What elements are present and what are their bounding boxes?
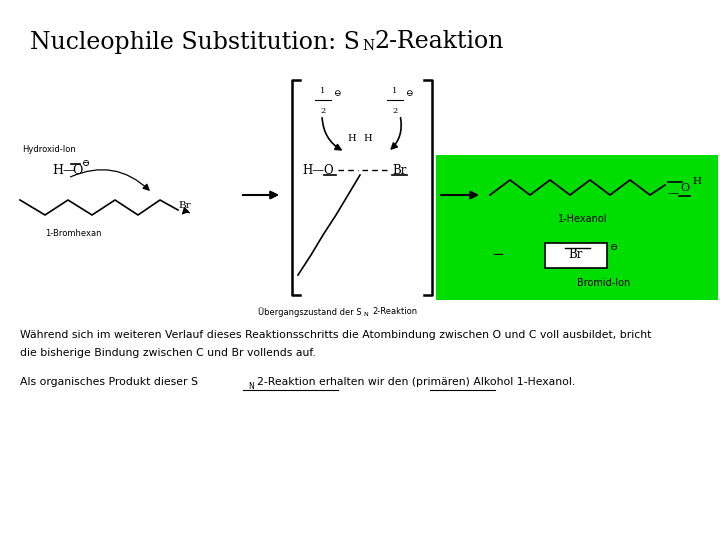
Text: N: N [362, 39, 374, 53]
Text: H: H [364, 134, 372, 143]
Text: Nucleophile Substitution: S: Nucleophile Substitution: S [30, 30, 360, 53]
Bar [436, 155, 718, 300]
Text: Br: Br [178, 200, 191, 210]
Text: ⊖: ⊖ [82, 159, 90, 167]
Text: Während sich im weiteren Verlauf dieses Reaktionsschritts die Atombindung zwisch: Während sich im weiteren Verlauf dieses … [20, 330, 652, 340]
Text: 2: 2 [392, 107, 397, 115]
Text: —: — [668, 188, 679, 198]
Text: 2-Reaktion erhalten wir den (primären) Alkohol 1-Hexanol.: 2-Reaktion erhalten wir den (primären) A… [257, 377, 575, 387]
Text: Übergangszustand der S: Übergangszustand der S [258, 307, 362, 317]
Text: 1: 1 [320, 87, 325, 95]
Text: Hydroxid-Ion: Hydroxid-Ion [22, 145, 76, 154]
Text: die bisherige Bindung zwischen C und Br vollends auf.: die bisherige Bindung zwischen C und Br … [20, 348, 316, 358]
Text: −: − [492, 248, 505, 262]
Text: ⊖: ⊖ [405, 89, 413, 98]
Text: ⊖: ⊖ [333, 89, 341, 98]
Bar [545, 243, 607, 268]
Text: 2-Reaktion: 2-Reaktion [374, 30, 503, 53]
Text: 2: 2 [320, 107, 325, 115]
Text: 2-Reaktion: 2-Reaktion [372, 307, 417, 316]
Text: H—O: H—O [302, 164, 333, 177]
Text: ⊖: ⊖ [610, 242, 618, 252]
Text: 1: 1 [392, 87, 397, 95]
Text: H: H [692, 178, 701, 186]
Text: H—: H— [52, 164, 76, 177]
Text: O: O [680, 183, 689, 193]
Text: Bromid-Ion: Bromid-Ion [577, 278, 630, 288]
Text: 1-Bromhexan: 1-Bromhexan [45, 228, 102, 238]
Text: H: H [348, 134, 356, 143]
Text: N: N [248, 382, 253, 391]
Text: Br: Br [569, 248, 583, 261]
Text: N: N [363, 312, 368, 317]
Text: 1-Hexanol: 1-Hexanol [558, 214, 608, 224]
Text: O: O [72, 164, 82, 177]
Text: Als organisches Produkt dieser S: Als organisches Produkt dieser S [20, 377, 198, 387]
Text: Br: Br [392, 164, 406, 177]
